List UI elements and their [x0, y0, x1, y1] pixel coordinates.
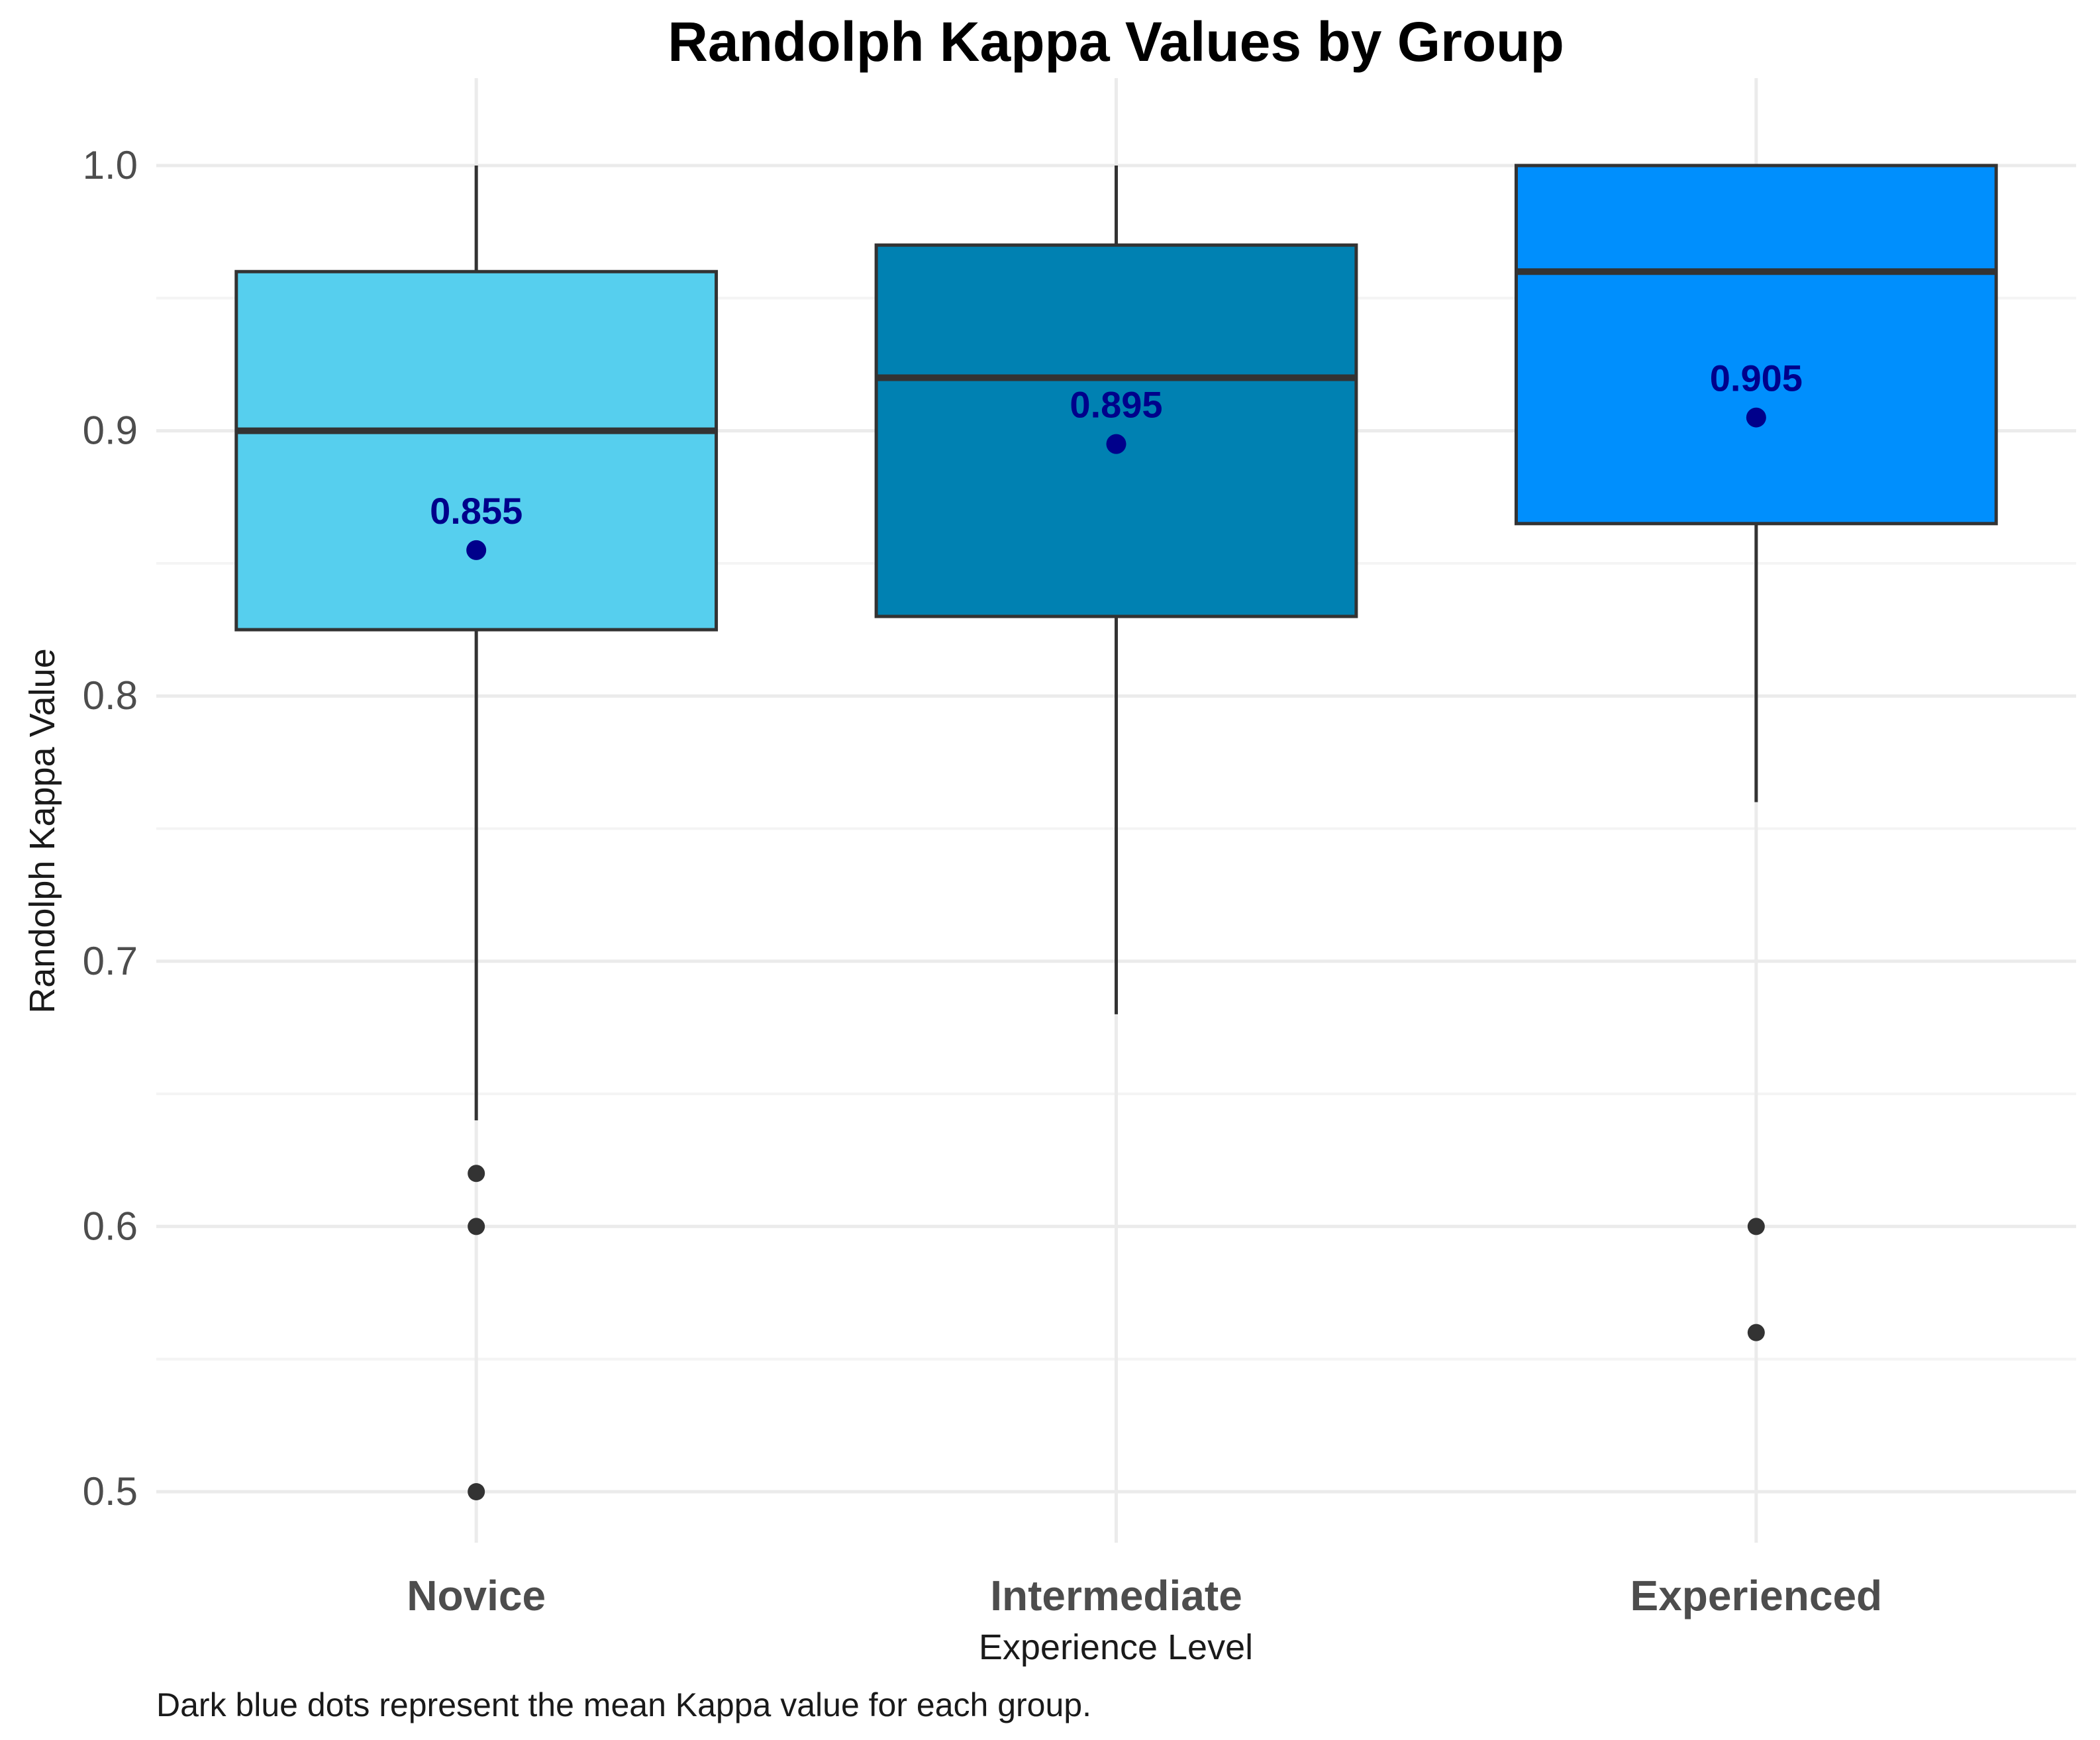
y-tick-label: 1.0	[83, 143, 138, 187]
y-tick-label: 0.8	[83, 673, 138, 718]
x-tick-label-intermediate: Intermediate	[990, 1572, 1242, 1619]
mean-point-novice	[466, 540, 487, 560]
y-tick-label: 0.7	[83, 939, 138, 983]
y-axis-title: Randolph Kappa Value	[23, 648, 62, 1013]
x-axis-title: Experience Level	[979, 1627, 1253, 1667]
outlier-point-experienced	[1747, 1324, 1765, 1341]
outlier-point-novice	[468, 1483, 485, 1500]
mean-label-intermediate: 0.895	[1070, 384, 1162, 426]
outlier-point-novice	[468, 1218, 485, 1235]
box-intermediate	[874, 243, 1358, 618]
y-tick-label: 0.6	[83, 1204, 138, 1248]
mean-label-experienced: 0.905	[1710, 358, 1803, 399]
chart-caption: Dark blue dots represent the mean Kappa …	[156, 1686, 1091, 1723]
mean-point-intermediate	[1106, 434, 1126, 454]
box-novice	[234, 269, 719, 632]
mean-label-novice: 0.855	[430, 490, 523, 532]
outlier-point-experienced	[1747, 1218, 1765, 1235]
x-tick-label-novice: Novice	[407, 1572, 546, 1619]
axis-labels: 0.5 0.6 0.7 0.8 0.9 1.0 Novice Intermediate Expe…	[83, 143, 1883, 1619]
plot-marks: 0.855 0.895 0.905	[234, 164, 1998, 1500]
mean-point-experienced	[1746, 407, 1766, 428]
x-tick-label-experienced: Experienced	[1630, 1572, 1883, 1619]
y-tick-label: 0.5	[83, 1469, 138, 1514]
outlier-point-novice	[468, 1165, 485, 1183]
box-experienced	[1514, 164, 1998, 526]
y-tick-label: 0.9	[83, 409, 138, 453]
chart-title: Randolph Kappa Values by Group	[668, 11, 1564, 73]
